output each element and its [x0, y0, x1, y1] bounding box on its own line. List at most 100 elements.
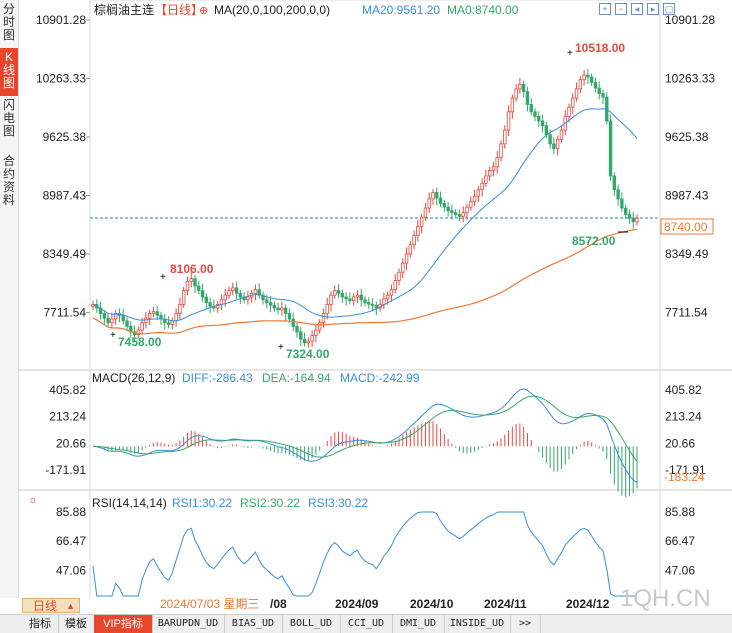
candle-body — [102, 313, 107, 319]
candle-body — [265, 299, 269, 303]
macd-dea-line — [92, 395, 638, 462]
candle-body — [178, 303, 182, 314]
candle-body — [533, 111, 537, 117]
candle-body — [586, 74, 590, 78]
candle-body — [125, 320, 129, 327]
candle-body — [487, 170, 492, 177]
bottom-tab--[interactable]: 指标 — [22, 615, 59, 633]
candle-body — [113, 313, 118, 320]
candle-body — [514, 88, 518, 99]
annotation-low-b: 7458.00 — [118, 335, 162, 349]
time-label: 2024/07/03 星期三 — [160, 597, 259, 611]
candle-body — [295, 325, 299, 333]
macd-tick-right: 213.24 — [665, 410, 702, 424]
candle-body — [469, 201, 473, 208]
candle-body — [393, 280, 397, 291]
candle-body — [499, 143, 503, 159]
tab-contract[interactable]: 合约资料 — [2, 154, 15, 207]
candle-body — [567, 106, 571, 117]
candle-body — [401, 262, 405, 273]
bottom-tab--[interactable]: >> — [510, 615, 541, 633]
tab-timeshare[interactable]: 分时图 — [2, 2, 15, 42]
candle-body — [506, 111, 511, 131]
tab-lightning[interactable]: 闪电图 — [2, 98, 15, 138]
macd-axis: 405.82 405.82 213.24 213.24 20.66 20.66 -171.9… — [45, 383, 706, 477]
period-select[interactable]: 日线 ▲ — [22, 598, 80, 613]
price-tick-left: 8349.49 — [43, 247, 87, 261]
candle-body — [291, 318, 295, 327]
candle-body — [370, 303, 375, 306]
candle-body — [540, 120, 545, 126]
candle-body — [484, 175, 488, 184]
candlestick-series — [91, 68, 639, 348]
bottom-tab--[interactable]: 模板 — [58, 615, 95, 633]
rsi-title: RSI(14,14,14) — [92, 496, 167, 510]
candle-body — [503, 129, 507, 145]
candle-body — [571, 97, 575, 108]
symbol-title: 棕榈油主连 — [94, 2, 154, 17]
rsi-settings-icon[interactable]: ☼ — [28, 494, 38, 506]
candle-body — [151, 311, 156, 314]
rsi-tick-left: 47.06 — [56, 563, 86, 577]
price-tick-left: 7711.54 — [44, 305, 87, 319]
marker-high: + — [567, 48, 573, 59]
ma-long-line — [92, 228, 638, 335]
current-price-label: 8740.00 — [664, 220, 708, 234]
candle-body — [480, 182, 484, 191]
candle-body — [359, 294, 363, 301]
candle-body — [317, 322, 322, 331]
candle-body — [435, 192, 439, 199]
price-tick-right: 7711.54 — [665, 305, 708, 319]
move-right-icon[interactable]: ▸ — [647, 3, 659, 15]
rsi-axis: 85.88 85.88 66.47 66.47 47.06 47.06 — [56, 505, 695, 577]
zoom-in-icon[interactable]: + — [599, 3, 611, 15]
move-left-icon[interactable]: ◂ — [631, 3, 643, 15]
bottom-tab-cci-ud[interactable]: CCI_UD — [340, 615, 393, 633]
ma-params: MA(20,0,100,200,0,0) — [214, 3, 330, 17]
settings-icon[interactable]: ⊕ — [199, 5, 208, 17]
price-tick-right: 8987.43 — [665, 188, 709, 202]
bottom-tab-dmi-ud[interactable]: DMI_UD — [392, 615, 445, 633]
bottom-tab-vip-[interactable]: VIP指标 — [94, 615, 153, 633]
candle-body — [110, 318, 114, 324]
period-label[interactable]: 【日线】 — [155, 3, 203, 17]
candle-body — [227, 290, 231, 296]
candle-body — [253, 289, 258, 294]
macd-tick-left: 20.66 — [56, 436, 86, 450]
macd-current-label: -183.24 — [664, 470, 705, 484]
candle-body — [593, 82, 598, 89]
time-label: 2024/11 — [484, 597, 527, 611]
candle-body — [518, 83, 522, 90]
candle-body — [427, 198, 431, 209]
rsi-line — [92, 511, 637, 597]
rsi-tick-right: 66.47 — [665, 534, 695, 548]
current-price-badge — [660, 218, 714, 235]
candle-body — [438, 197, 443, 204]
bottom-tab-boll-ud[interactable]: BOLL_UD — [282, 615, 341, 633]
zoom-out-icon[interactable]: − — [615, 3, 627, 15]
candle-body — [287, 313, 292, 320]
candle-body — [559, 129, 564, 140]
bottom-tab-inside-ud[interactable]: INSIDE_UD — [444, 615, 511, 633]
bottom-tab-barupdn-ud[interactable]: BARUPDN_UD — [152, 615, 225, 633]
time-label: 2024/09 — [335, 597, 379, 611]
macd-histogram — [96, 421, 638, 498]
candle-body — [344, 296, 348, 300]
chevron-down-icon: ▲ — [66, 601, 75, 611]
bottom-tab-bias-ud[interactable]: BIAS_UD — [224, 615, 283, 633]
candle-body — [446, 206, 450, 212]
window-icon[interactable]: ▢ — [663, 3, 675, 15]
candle-body — [140, 322, 144, 331]
candle-body — [121, 314, 125, 322]
candle-body — [268, 302, 273, 306]
candle-body — [574, 88, 579, 99]
candle-body — [548, 134, 552, 145]
candle-body — [404, 253, 409, 264]
candle-body — [578, 79, 583, 90]
candle-body — [363, 299, 367, 303]
rsi3-value: RSI3:30.22 — [308, 496, 368, 510]
rsi1-value: RSI1:30.22 — [172, 496, 232, 510]
candle-body — [310, 335, 314, 342]
